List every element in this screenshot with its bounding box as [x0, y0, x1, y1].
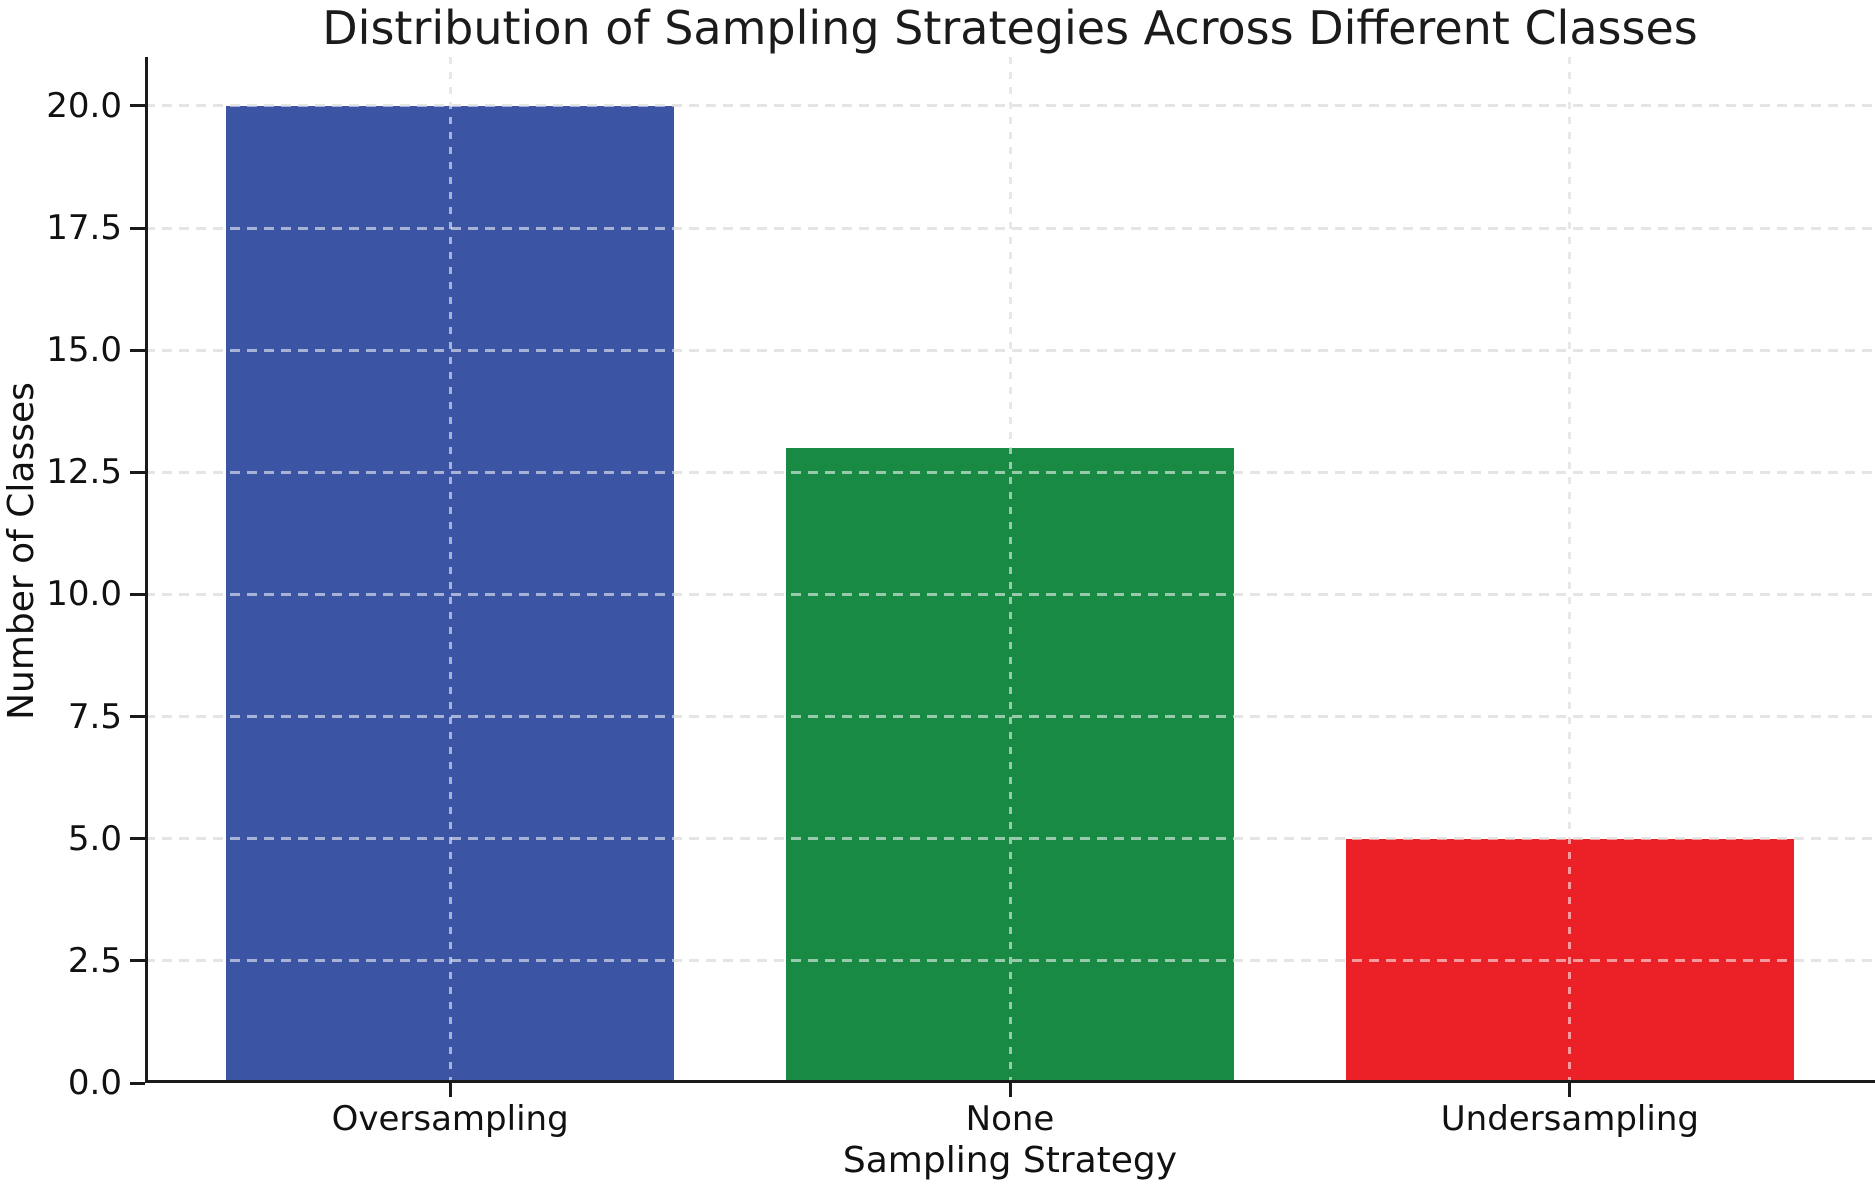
plot-area — [130, 57, 1875, 1097]
y-tick — [130, 470, 145, 474]
y-tick — [130, 837, 145, 841]
left-spine — [145, 57, 148, 1083]
y-tick-label: 2.5 — [67, 940, 122, 981]
y-tick-label: 15.0 — [46, 330, 122, 371]
y-tick — [130, 1081, 145, 1085]
x-tick-label: Undersampling — [1440, 1099, 1699, 1139]
bottom-spine — [145, 1080, 1875, 1083]
y-tick-label: 5.0 — [67, 818, 122, 859]
y-tick-label: 10.0 — [46, 574, 122, 615]
x-tick-label: Oversampling — [331, 1099, 569, 1139]
x-gridline-overlay — [1568, 57, 1572, 1083]
chart-title: Distribution of Sampling Strategies Acro… — [322, 1, 1698, 55]
y-tick — [130, 959, 145, 963]
y-tick — [130, 348, 145, 352]
x-tick-label: None — [965, 1099, 1055, 1139]
y-tick-label: 17.5 — [46, 208, 122, 248]
y-tick — [130, 226, 145, 230]
y-tick — [130, 715, 145, 719]
y-tick-label: 7.5 — [67, 696, 122, 737]
x-tick — [1568, 1083, 1572, 1097]
x-gridline-overlay — [448, 57, 452, 1083]
x-tick — [1008, 1083, 1012, 1097]
y-tick-label: 0.0 — [67, 1063, 122, 1103]
y-tick-label: 12.5 — [46, 452, 122, 493]
x-gridline-overlay — [1008, 57, 1012, 1083]
y-tick-label: 20.0 — [46, 85, 122, 126]
y-tick — [130, 592, 145, 596]
y-axis-label: Number of Classes — [1, 382, 42, 720]
x-tick — [448, 1083, 452, 1097]
y-tick — [130, 104, 145, 108]
x-axis-label: Sampling Strategy — [842, 1140, 1178, 1181]
